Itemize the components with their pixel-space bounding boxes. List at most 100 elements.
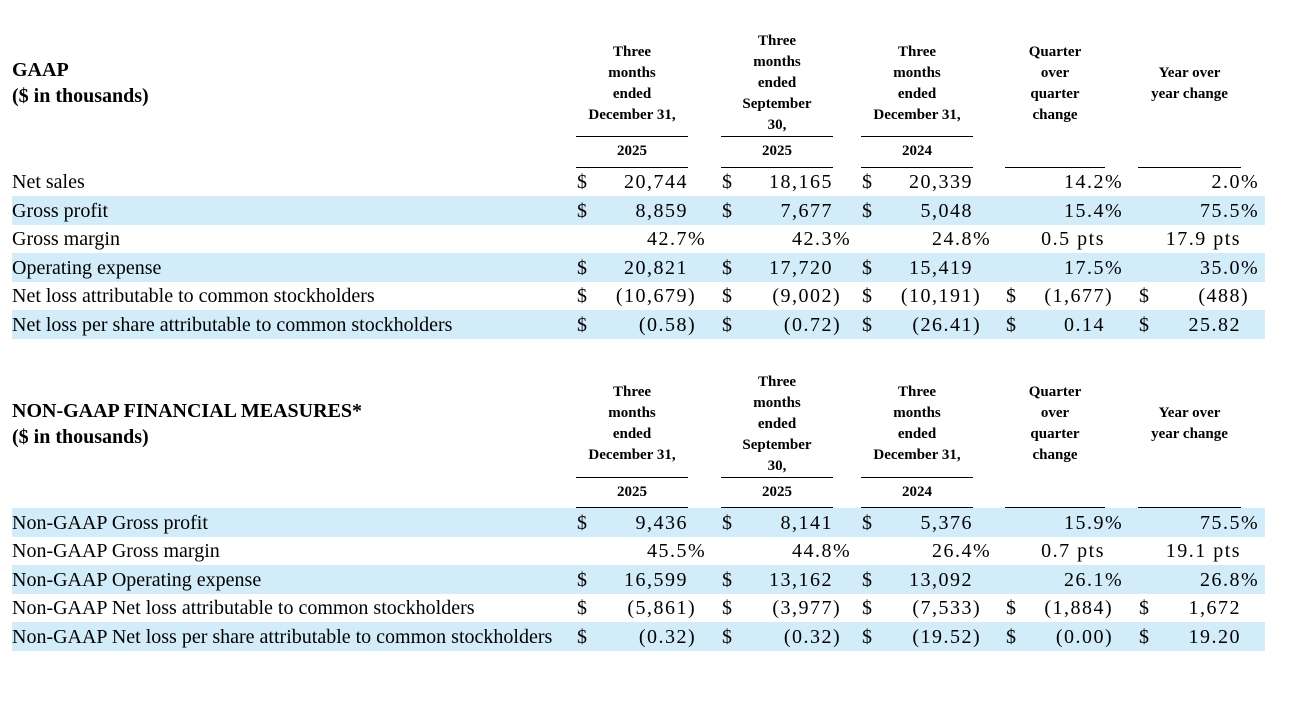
spacer	[1241, 137, 1265, 167]
spacer	[973, 167, 1005, 196]
value-cell: 24.8%	[932, 228, 990, 250]
section-title: NON-GAAP FINANCIAL MEASURES*	[12, 399, 363, 422]
column-header-q4-2024: Three months ended December 31,	[861, 371, 973, 478]
currency-symbol	[1005, 508, 1027, 537]
value-cell: 25.82	[1188, 313, 1242, 336]
column-header-row: GAAP ($ in thousands) Three months ended…	[12, 31, 1265, 138]
currency-symbol: $	[1139, 285, 1150, 307]
currency-symbol: $	[722, 625, 732, 648]
year-header: 2024	[861, 477, 973, 509]
currency-symbol	[1005, 196, 1027, 225]
value-cell: 9,436	[635, 511, 688, 534]
value-cell: 17,720	[769, 256, 833, 279]
table-row: Net loss per share attributable to commo…	[12, 310, 1266, 339]
currency-symbol	[1138, 508, 1160, 537]
currency-symbol: $	[1006, 597, 1016, 619]
spacer	[973, 565, 1005, 594]
value-cell: 75.5%	[1200, 199, 1258, 222]
row-label: Gross profit	[12, 199, 109, 222]
spacer	[833, 372, 861, 478]
value-cell: (0.32)	[638, 625, 695, 648]
year-header	[1138, 136, 1242, 168]
currency-symbol: $	[577, 313, 587, 336]
value-cell: 42.7%	[647, 228, 705, 250]
column-header-row: NON-GAAP FINANCIAL MEASURES* ($ in thous…	[12, 371, 1265, 478]
spacer	[833, 253, 861, 282]
table-row: Gross profit $8,859 $7,677 $5,048 15.4% 75.5%	[12, 196, 1266, 225]
column-header-qoq-change: Quarter over quarter change	[1028, 43, 1082, 123]
currency-symbol	[721, 225, 743, 254]
value-cell: 15.4%	[1064, 199, 1122, 222]
spacer	[1105, 477, 1138, 507]
value-cell: 20,821	[624, 256, 688, 279]
table-row: Non-GAAP Net loss per share attributable…	[12, 622, 1266, 651]
value-cell: 0.5 pts	[1041, 228, 1106, 250]
currency-symbol: $	[577, 199, 587, 222]
currency-symbol	[1005, 537, 1027, 566]
currency-symbol: $	[722, 597, 732, 619]
table-row: Non-GAAP Gross profit $9,436 $8,141 $5,376 1…	[12, 507, 1266, 537]
value-cell: (1,884)	[1044, 597, 1112, 619]
value-cell: 17.9 pts	[1165, 228, 1242, 250]
currency-symbol: $	[862, 597, 872, 619]
value-cell: (0.58)	[638, 313, 695, 336]
value-cell: 16,599	[624, 568, 688, 591]
value-cell: 20,339	[909, 171, 973, 193]
currency-symbol	[1138, 253, 1160, 282]
year-header	[1138, 477, 1242, 509]
value-cell: 26.4%	[932, 540, 990, 562]
value-cell: 19.20	[1188, 625, 1242, 648]
section-subtitle: ($ in thousands)	[12, 425, 149, 448]
currency-symbol: $	[862, 199, 872, 222]
value-cell: 17.5%	[1064, 256, 1122, 279]
non-gaap-table: NON-GAAP FINANCIAL MEASURES* ($ in thous…	[12, 371, 1266, 651]
currency-symbol: $	[722, 171, 732, 193]
spacer	[1105, 310, 1138, 339]
value-cell: 7,677	[780, 199, 833, 222]
value-cell: 15,419	[909, 256, 973, 279]
column-header-q4-2025: Three months ended December 31,	[576, 371, 688, 478]
value-cell: (1,677)	[1044, 285, 1112, 307]
spacer	[1241, 310, 1265, 339]
currency-symbol: $	[577, 256, 587, 279]
value-cell: 2.0%	[1211, 171, 1258, 193]
currency-symbol: $	[722, 511, 732, 534]
currency-symbol: $	[862, 171, 872, 193]
currency-symbol: $	[1139, 313, 1150, 336]
currency-symbol	[1005, 167, 1027, 196]
year-row: 2025 2025 2024	[12, 136, 1265, 168]
currency-symbol: $	[722, 313, 732, 336]
value-cell: 5,376	[920, 511, 973, 534]
table-row: Gross margin 42.7% 42.3% 24.8% 0.5 pts 17.9 p…	[12, 225, 1265, 254]
row-label: Non-GAAP Gross margin	[12, 540, 220, 562]
spacer	[833, 477, 861, 507]
value-cell: (0.72)	[783, 313, 840, 336]
value-cell: 13,162	[769, 568, 833, 591]
table-row: Net loss attributable to common stockhol…	[12, 282, 1265, 311]
year-header: 2025	[721, 136, 833, 168]
currency-symbol: $	[577, 171, 587, 193]
column-header-q3-2025: Three months ended September 30,	[721, 31, 833, 138]
spacer	[688, 31, 721, 137]
value-cell: 35.0%	[1200, 256, 1258, 279]
spacer	[1105, 537, 1138, 566]
currency-symbol	[1138, 565, 1160, 594]
currency-symbol	[1005, 565, 1027, 594]
currency-symbol: $	[862, 625, 872, 648]
currency-symbol: $	[1139, 625, 1150, 648]
value-cell: 1,672	[1188, 597, 1242, 619]
currency-symbol: $	[722, 256, 732, 279]
table-row: Non-GAAP Net loss attributable to common…	[12, 594, 1265, 623]
spacer	[688, 508, 721, 537]
currency-symbol: $	[862, 511, 872, 534]
year-header	[1005, 136, 1106, 168]
value-cell: 8,141	[780, 511, 833, 534]
currency-symbol	[861, 537, 883, 566]
value-cell: (19.52)	[912, 625, 980, 648]
value-cell: 26.1%	[1064, 568, 1122, 591]
spacer	[688, 372, 721, 478]
currency-symbol: $	[862, 568, 872, 591]
year-header: 2025	[576, 136, 688, 168]
row-label: Non-GAAP Operating expense	[12, 568, 262, 591]
